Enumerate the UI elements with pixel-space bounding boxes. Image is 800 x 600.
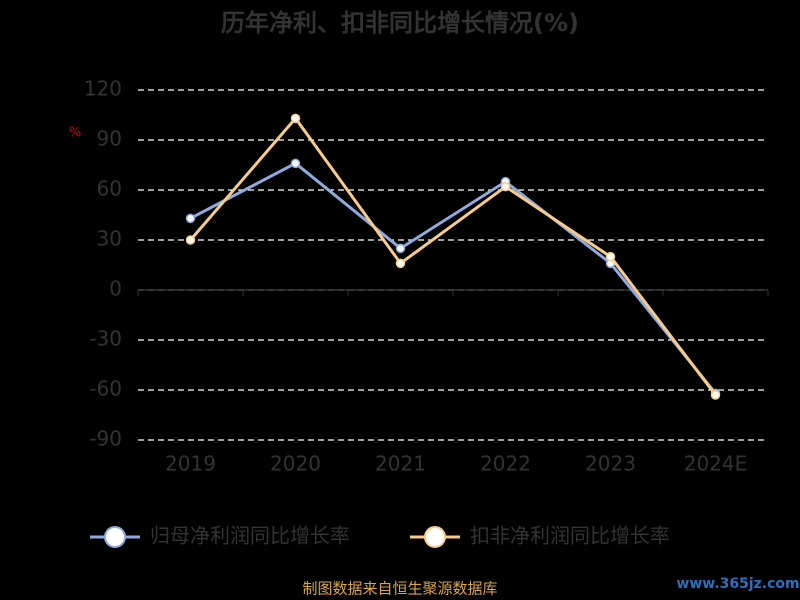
data-point <box>395 258 406 269</box>
y-tick-label: -60 <box>89 377 122 401</box>
x-tick-label: 2021 <box>375 452 426 476</box>
series-line <box>189 161 717 395</box>
legend-label: 归母净利润同比增长率 <box>150 524 350 548</box>
y-axis-label: % <box>69 126 81 141</box>
x-tick-label: 2022 <box>480 452 531 476</box>
data-point <box>185 235 196 245</box>
data-point <box>500 181 511 192</box>
y-tick-label: 90 <box>97 127 122 151</box>
y-tick-label: 60 <box>97 177 122 201</box>
watermark: www.365jz.com <box>676 576 799 592</box>
y-tick-label: -30 <box>89 327 122 351</box>
y-tick-label: 120 <box>84 77 122 101</box>
data-point <box>290 158 301 169</box>
series-line <box>189 115 717 396</box>
x-tick-label: 2019 <box>165 452 216 476</box>
y-tick-label: -90 <box>89 427 122 451</box>
data-point <box>395 243 406 254</box>
data-point <box>185 213 196 224</box>
legend-marker <box>424 526 446 548</box>
chart-title: 历年净利、扣非同比增长情况(%) <box>221 9 579 37</box>
legend-marker <box>104 526 126 548</box>
data-point <box>290 113 301 124</box>
legend-label: 扣非净利润同比增长率 <box>470 524 670 548</box>
x-tick-label: 2020 <box>270 452 321 476</box>
data-point <box>710 390 721 400</box>
x-tick-label: 2023 <box>585 452 636 476</box>
y-tick-label: 0 <box>109 277 122 301</box>
x-tick-label: 2024E <box>684 452 748 476</box>
data-point <box>605 251 616 262</box>
source-note: 制图数据来自恒生聚源数据库 <box>302 580 497 598</box>
y-tick-label: 30 <box>97 227 122 251</box>
